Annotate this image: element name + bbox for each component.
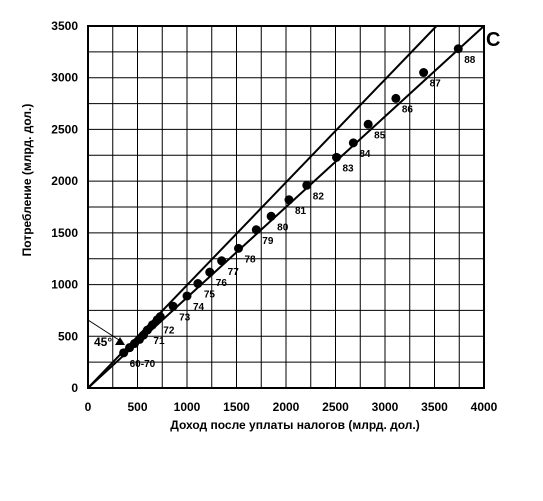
data-point (419, 68, 429, 78)
point-year-label: 81 (295, 206, 307, 217)
y-tick-label: 500 (58, 329, 78, 343)
data-point (391, 93, 401, 103)
data-point (348, 138, 358, 148)
data-point (119, 348, 129, 358)
data-point (251, 225, 261, 235)
x-tick-label: 500 (127, 400, 147, 414)
y-tick-label: 1500 (51, 226, 78, 240)
x-tick-label: 4000 (471, 400, 498, 414)
data-point (284, 195, 294, 205)
data-point (217, 256, 227, 266)
point-year-label: 60-70 (130, 359, 156, 370)
point-year-label: 74 (193, 302, 205, 313)
data-point (205, 267, 215, 277)
plot-frame (87, 25, 485, 389)
data-point (233, 243, 243, 253)
data-point (453, 44, 463, 54)
y-tick-label: 1000 (51, 278, 78, 292)
x-tick-label: 3500 (421, 400, 448, 414)
data-point (363, 119, 373, 129)
annotations: 45° C (87, 29, 500, 349)
data-point (266, 211, 276, 221)
point-year-label: 80 (277, 222, 289, 233)
data-point (193, 279, 203, 289)
point-year-label: 85 (374, 130, 386, 141)
point-year-label: 77 (228, 267, 240, 278)
angle-45-label: 45° (94, 335, 112, 349)
point-year-label: 79 (262, 236, 274, 247)
point-year-label: 86 (402, 104, 414, 115)
y-tick-label: 2500 (51, 122, 78, 136)
y-tick-labels: 0 500 1000 1500 2000 2500 3000 3500 (51, 19, 78, 395)
point-year-label: 73 (179, 312, 191, 323)
x-axis-title: Доход после уплаты налогов (млрд. дол.) (170, 418, 419, 432)
data-point (182, 291, 192, 301)
angle-arrow-line (87, 319, 120, 341)
data-point (302, 180, 312, 190)
angle-arrow-icon (115, 337, 125, 345)
y-tick-label: 3500 (51, 19, 78, 33)
x-tick-label: 3000 (372, 400, 399, 414)
point-year-label: 88 (464, 55, 476, 66)
point-year-label: 82 (313, 191, 325, 202)
x-tick-label: 2000 (273, 400, 300, 414)
x-tick-label: 1500 (223, 400, 250, 414)
point-year-label: 71 (153, 336, 165, 347)
point-year-label: 87 (430, 79, 442, 90)
data-point (331, 152, 341, 162)
point-year-label: 84 (359, 149, 371, 160)
y-tick-label: 2000 (51, 174, 78, 188)
y-tick-label: 3000 (51, 71, 78, 85)
point-year-label: 75 (204, 290, 216, 301)
x-tick-labels: 0 500 1000 1500 2000 2500 3000 3500 4000 (85, 400, 498, 414)
x-tick-label: 2500 (322, 400, 349, 414)
x-tick-label: 1000 (174, 400, 201, 414)
consumption-line-label: C (486, 29, 500, 51)
point-year-label: 83 (342, 163, 354, 174)
y-tick-label: 0 (71, 381, 78, 395)
data-point (168, 301, 178, 311)
point-year-label: 76 (216, 278, 228, 289)
point-year-label: 78 (244, 254, 256, 265)
x-tick-label: 0 (85, 400, 92, 414)
data-point (155, 312, 165, 322)
y-axis-title: Потребление (млрд. дол.) (20, 104, 34, 257)
point-year-label: 72 (163, 326, 175, 337)
